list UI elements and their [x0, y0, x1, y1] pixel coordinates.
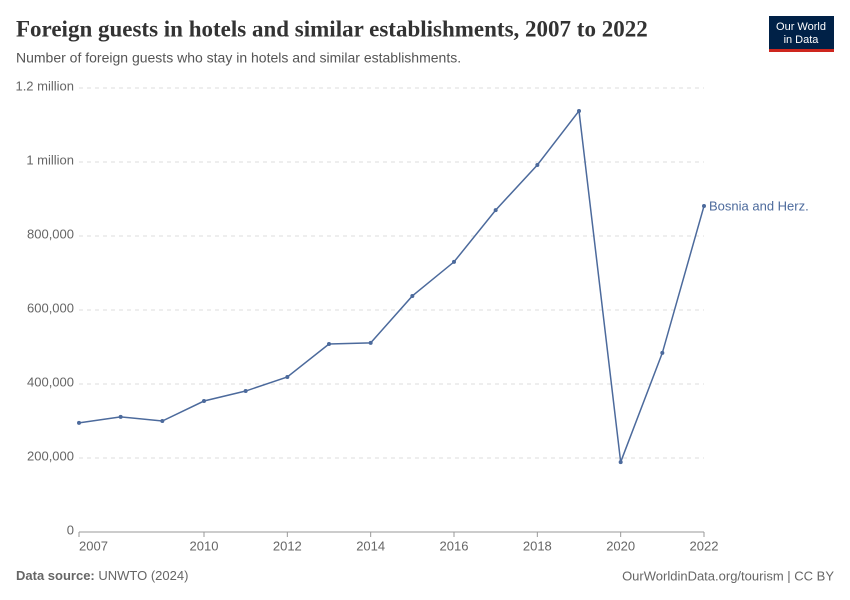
y-tick-label: 1.2 million	[15, 78, 74, 93]
x-tick-label: 2010	[190, 538, 219, 553]
data-point	[285, 374, 290, 379]
data-point	[160, 419, 165, 423]
data-point	[243, 389, 248, 394]
data-point	[202, 399, 206, 404]
y-tick-label: 600,000	[27, 300, 74, 315]
data-point	[660, 350, 665, 355]
data-point	[452, 259, 456, 264]
y-tick-label: 1 million	[26, 152, 74, 167]
y-tick-label: 800,000	[27, 226, 74, 241]
x-tick-label: 2014	[356, 538, 385, 553]
data-point	[327, 342, 331, 347]
data-point	[618, 460, 623, 465]
chart-subtitle: Number of foreign guests who stay in hot…	[16, 50, 461, 66]
data-point	[77, 420, 81, 425]
series-label: Bosnia and Herz.	[709, 198, 809, 213]
footer-link[interactable]: OurWorldinData.org/tourism | CC BY	[622, 568, 834, 583]
x-tick-label: 2007	[79, 538, 108, 553]
logo-underline	[769, 49, 834, 52]
data-point	[535, 162, 540, 167]
data-point	[577, 108, 581, 113]
x-tick-label: 2022	[690, 538, 719, 553]
source: Data source: UNWTO (2024)	[16, 568, 188, 583]
source-label: Data source:	[16, 568, 95, 583]
source-value: UNWTO (2024)	[98, 568, 188, 583]
x-tick-label: 2020	[606, 538, 635, 553]
x-tick-label: 2016	[440, 538, 469, 553]
chart-title: Foreign guests in hotels and similar est…	[16, 16, 648, 41]
y-tick-label: 0	[67, 522, 74, 537]
data-point	[410, 293, 415, 298]
data-point	[118, 414, 123, 419]
series-line	[78, 109, 705, 463]
y-tick-label: 200,000	[27, 448, 74, 463]
logo[interactable]	[769, 16, 834, 52]
data-point	[368, 340, 373, 345]
data-point	[493, 208, 498, 213]
logo-text: in Data	[784, 34, 820, 46]
y-tick-label: 400,000	[27, 374, 74, 389]
data-point	[702, 204, 706, 209]
x-tick-label: 2012	[273, 538, 302, 553]
logo-text: Our World	[776, 21, 826, 33]
x-tick-label: 2018	[523, 538, 552, 553]
